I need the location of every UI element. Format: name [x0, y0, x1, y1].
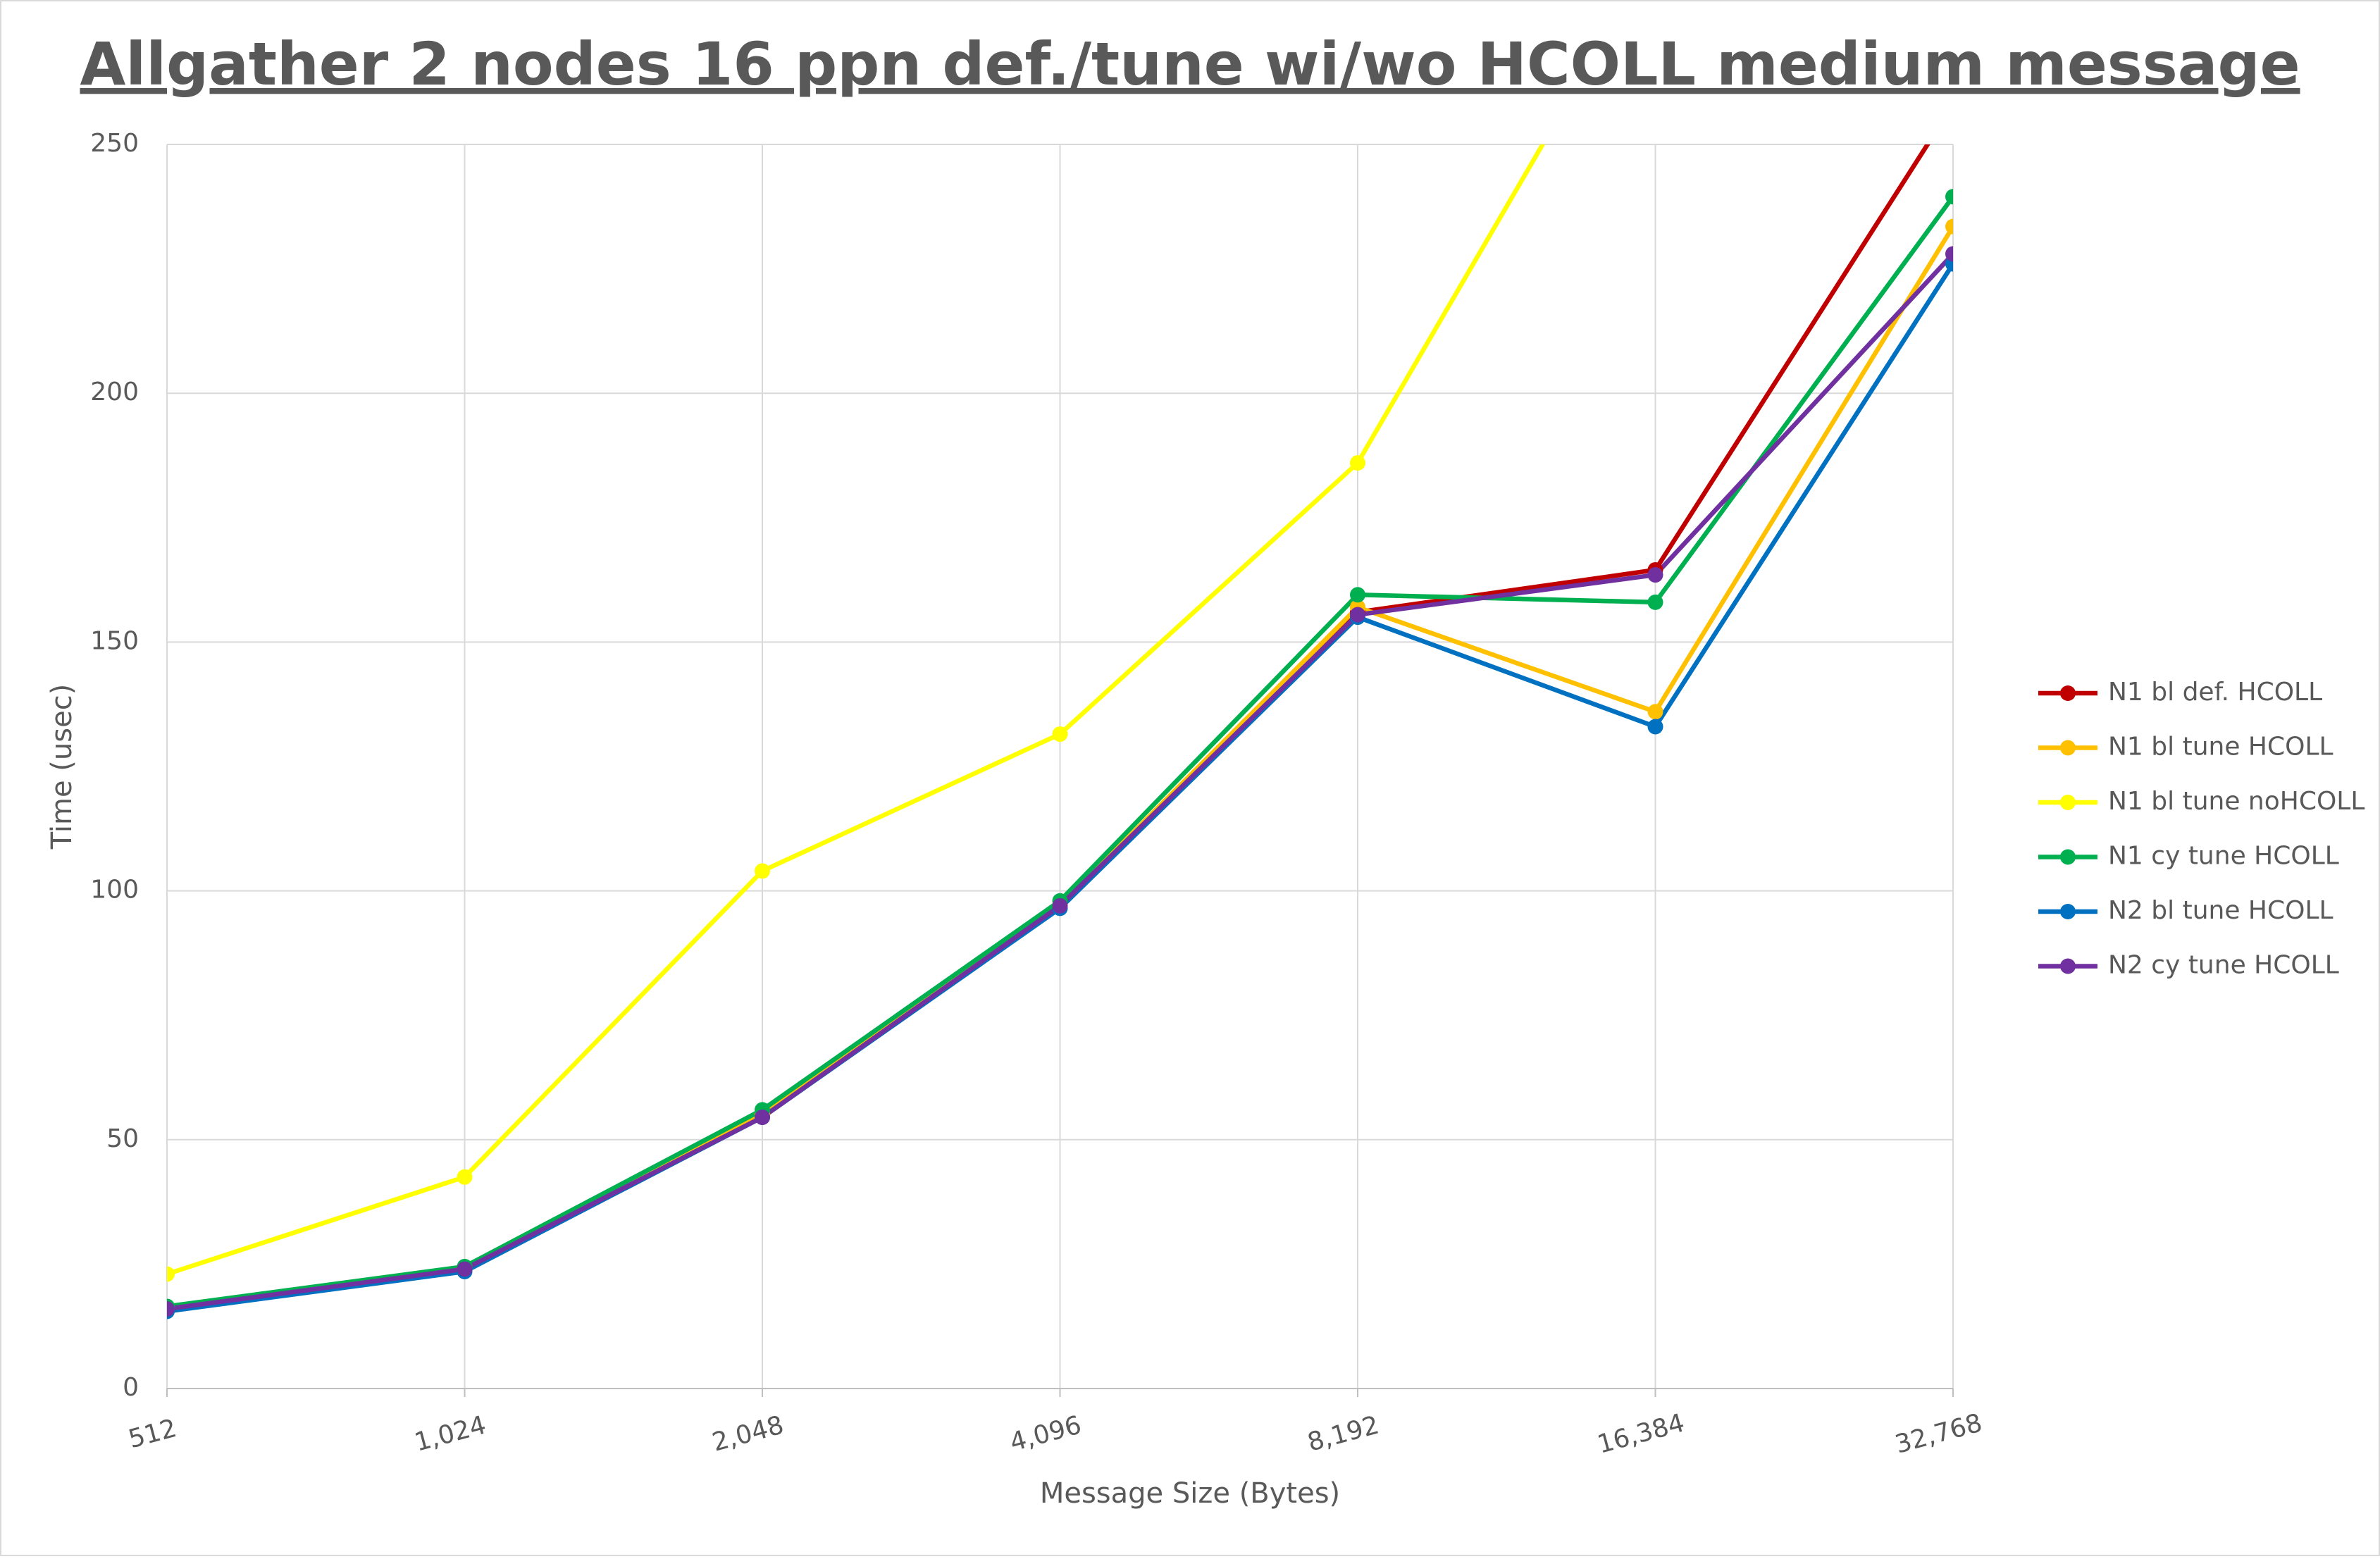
data-point	[1647, 594, 1663, 610]
legend-marker	[2060, 685, 2076, 701]
legend-marker	[2060, 740, 2076, 756]
y-axis-title: Time (usec)	[46, 684, 78, 850]
data-point	[1647, 704, 1663, 720]
data-point	[1647, 567, 1663, 583]
chart-title: Allgather 2 nodes 16 ppn def./tune wi/wo…	[80, 30, 2300, 99]
data-point	[1945, 189, 1953, 205]
data-point	[1945, 246, 1953, 262]
data-point	[755, 863, 770, 879]
legend-marker	[2060, 904, 2076, 919]
legend-marker	[2060, 958, 2076, 974]
data-point	[755, 1110, 770, 1126]
legend-marker	[2060, 849, 2076, 865]
data-point	[1052, 897, 1068, 914]
y-tick-label: 0	[123, 1373, 139, 1402]
legend-label: N2 cy tune HCOLL	[2108, 951, 2339, 980]
data-point	[1350, 607, 1365, 623]
x-axis-title: Message Size (Bytes)	[1040, 1477, 1340, 1510]
data-point	[167, 1300, 175, 1317]
data-point	[457, 1261, 473, 1277]
y-tick-label: 250	[90, 129, 139, 158]
legend-label: N1 bl tune noHCOLL	[2108, 787, 2364, 816]
data-point	[1052, 726, 1068, 743]
legend-label: N1 bl tune HCOLL	[2108, 733, 2333, 762]
legend-label: N1 cy tune HCOLL	[2108, 842, 2339, 871]
y-tick-label: 150	[90, 626, 139, 655]
legend-label: N1 bl def. HCOLL	[2108, 678, 2322, 707]
data-point	[1945, 218, 1953, 235]
data-point	[167, 1266, 175, 1282]
data-point	[457, 1169, 473, 1185]
legend-label: N2 bl tune HCOLL	[2108, 896, 2333, 925]
series-layer	[167, 144, 1953, 1319]
y-tick-label: 200	[90, 378, 139, 406]
y-tick-label: 100	[90, 876, 139, 905]
data-point	[1350, 587, 1365, 603]
legend-marker	[2060, 795, 2076, 810]
data-point	[1647, 719, 1663, 735]
data-point	[1350, 455, 1365, 471]
series-line	[167, 144, 1546, 1277]
y-tick-label: 50	[106, 1124, 139, 1153]
